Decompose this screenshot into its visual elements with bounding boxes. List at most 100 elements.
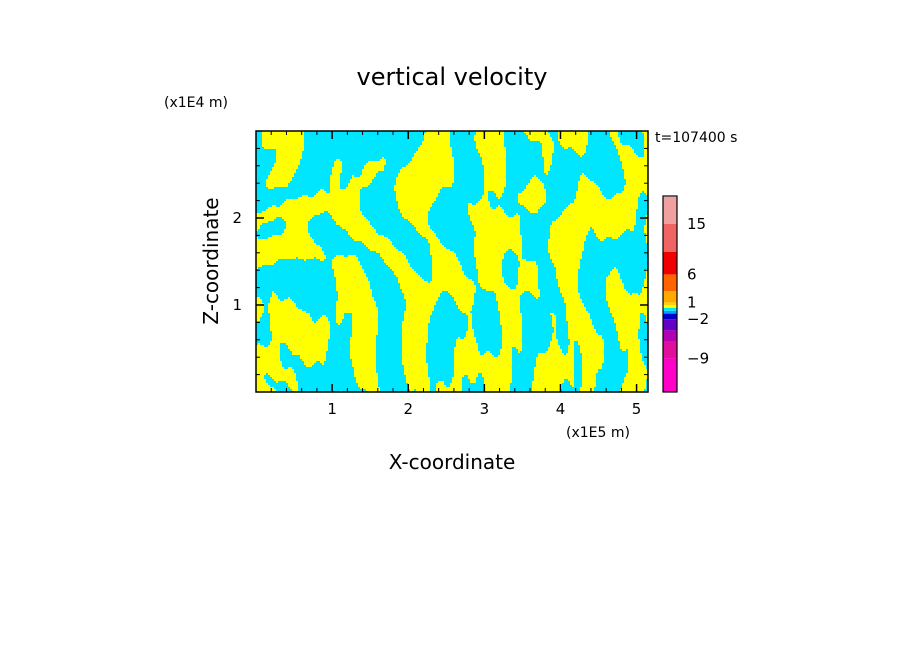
updraft-region: [330, 175, 340, 177]
updraft-region: [454, 371, 512, 373]
updraft-region: [350, 337, 376, 339]
updraft-region: [626, 179, 648, 181]
updraft-region: [424, 139, 450, 141]
updraft-region: [606, 285, 624, 287]
updraft-region: [272, 167, 298, 169]
updraft-region: [644, 229, 648, 231]
updraft-region: [580, 177, 588, 179]
updraft-region: [502, 337, 522, 339]
updraft-region: [256, 355, 280, 357]
updraft-region: [256, 353, 280, 355]
updraft-region: [644, 285, 648, 287]
colorbar-swatch: [663, 252, 677, 275]
updraft-region: [474, 135, 504, 137]
updraft-region: [272, 335, 330, 337]
updraft-region: [452, 379, 462, 381]
updraft-region: [406, 303, 436, 305]
updraft-region: [366, 163, 386, 165]
updraft-region: [286, 381, 298, 383]
updraft-region: [350, 179, 372, 181]
updraft-region: [436, 389, 462, 391]
updraft-region: [352, 359, 376, 361]
updraft-region: [394, 273, 418, 275]
updraft-region: [468, 327, 472, 329]
updraft-region: [546, 173, 548, 175]
updraft-region: [644, 141, 648, 143]
updraft-region: [548, 247, 584, 249]
updraft-region: [356, 377, 378, 379]
updraft-region: [468, 317, 472, 319]
updraft-region: [316, 193, 360, 195]
updraft-region: [256, 247, 322, 249]
updraft-region: [452, 381, 462, 383]
updraft-region: [366, 245, 394, 247]
updraft-region: [542, 143, 554, 145]
updraft-region: [468, 205, 490, 207]
updraft-region: [256, 351, 280, 353]
updraft-region: [468, 325, 472, 327]
updraft-region: [528, 137, 552, 139]
updraft-region: [270, 327, 330, 329]
updraft-region: [582, 369, 598, 371]
updraft-region: [468, 211, 504, 213]
updraft-region: [570, 339, 604, 341]
updraft-region: [432, 261, 460, 263]
updraft-region: [288, 385, 298, 387]
updraft-region: [400, 209, 430, 211]
updraft-region: [568, 351, 574, 353]
updraft-region: [396, 195, 438, 197]
updraft-region: [408, 163, 454, 165]
updraft-region: [502, 331, 522, 333]
updraft-region: [336, 317, 344, 319]
updraft-region: [406, 309, 434, 311]
updraft-region: [348, 255, 356, 257]
updraft-region: [398, 175, 454, 177]
updraft-region: [402, 351, 426, 353]
colorbar-tick-label: 1: [687, 293, 697, 311]
updraft-region: [268, 177, 292, 179]
updraft-region: [552, 317, 556, 319]
updraft-region: [256, 309, 264, 311]
updraft-region: [618, 153, 636, 155]
updraft-region: [290, 387, 298, 389]
updraft-region: [256, 297, 260, 299]
updraft-region: [266, 209, 360, 211]
updraft-region: [470, 219, 520, 221]
updraft-region: [498, 307, 520, 309]
updraft-region: [430, 253, 456, 255]
updraft-region: [642, 289, 648, 291]
updraft-region: [436, 387, 462, 389]
updraft-region: [336, 321, 342, 323]
updraft-region: [646, 315, 648, 317]
updraft-region: [404, 317, 430, 319]
updraft-region: [622, 161, 648, 163]
updraft-region: [542, 145, 554, 147]
updraft-region: [332, 173, 340, 175]
updraft-region: [616, 329, 638, 331]
updraft-region: [484, 185, 506, 187]
updraft-region: [454, 369, 512, 371]
updraft-region: [580, 175, 586, 177]
updraft-region: [582, 359, 604, 361]
updraft-region: [600, 239, 604, 241]
updraft-region: [356, 381, 378, 383]
updraft-region: [550, 231, 588, 233]
updraft-region: [502, 325, 522, 327]
updraft-region: [404, 367, 428, 369]
updraft-region: [474, 225, 520, 227]
updraft-region: [256, 219, 274, 221]
updraft-region: [350, 349, 376, 351]
updraft-region: [532, 383, 562, 385]
updraft-region: [646, 277, 648, 279]
updraft-region: [566, 315, 590, 317]
updraft-region: [484, 169, 506, 171]
updraft-region: [330, 191, 360, 193]
updraft-region: [618, 335, 638, 337]
updraft-region: [256, 255, 326, 257]
updraft-region: [412, 223, 428, 225]
updraft-region: [478, 279, 504, 281]
updraft-region: [256, 359, 280, 361]
updraft-region: [380, 253, 404, 255]
updraft-region: [518, 269, 538, 271]
updraft-region: [646, 221, 648, 223]
